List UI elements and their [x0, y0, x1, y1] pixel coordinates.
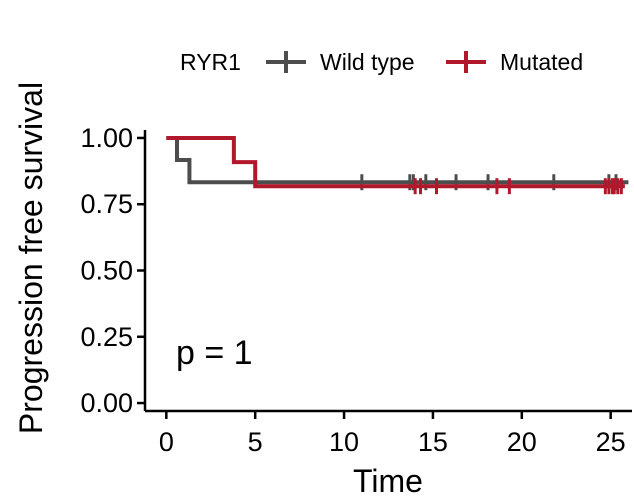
- x-axis-title: Time: [353, 463, 423, 499]
- x-tick-label: 15: [418, 427, 448, 457]
- legend-title: RYR1: [180, 49, 241, 75]
- legend-label-wild-type: Wild type: [320, 49, 415, 75]
- legend-label-mutated: Mutated: [500, 49, 583, 75]
- y-tick-label: 0.00: [80, 388, 133, 418]
- y-tick-label: 1.00: [80, 123, 133, 153]
- series-line-mutated: [166, 135, 625, 189]
- y-tick-label: 0.75: [80, 189, 133, 219]
- y-axis-title: Progression free survival: [13, 82, 49, 434]
- x-tick-label: 10: [329, 427, 359, 457]
- x-tick-label: 20: [507, 427, 537, 457]
- legend: RYR1 Wild type Mutated: [180, 49, 583, 75]
- x-tick-label: 0: [159, 427, 174, 457]
- y-ticks: 0.00 0.25 0.50 0.75 1.00: [80, 123, 145, 418]
- x-tick-label: 25: [596, 427, 626, 457]
- y-tick-label: 0.25: [80, 322, 133, 352]
- legend-item-mutated[interactable]: Mutated: [446, 49, 583, 75]
- y-tick-label: 0.50: [80, 256, 133, 286]
- legend-item-wild-type[interactable]: Wild type: [266, 49, 415, 75]
- x-tick-label: 5: [248, 427, 263, 457]
- p-value-annotation: p = 1: [176, 334, 253, 372]
- series-layer: [166, 135, 629, 195]
- x-ticks: 0 5 10 15 20 25: [159, 411, 626, 457]
